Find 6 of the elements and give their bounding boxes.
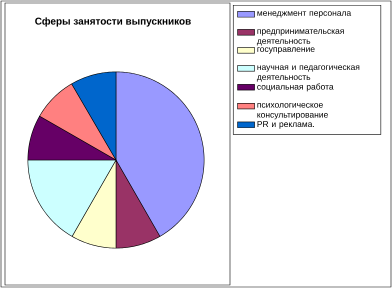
legend-label: менеджмент персонала xyxy=(257,11,352,18)
text: Сферы занятости выпускников xyxy=(35,17,191,27)
legend-label: психологическое консультирование xyxy=(257,103,328,120)
legend-label: госуправление xyxy=(257,47,315,54)
legend-label: PR и реклама. xyxy=(258,121,314,129)
legend-label: социальная работа xyxy=(257,83,334,92)
